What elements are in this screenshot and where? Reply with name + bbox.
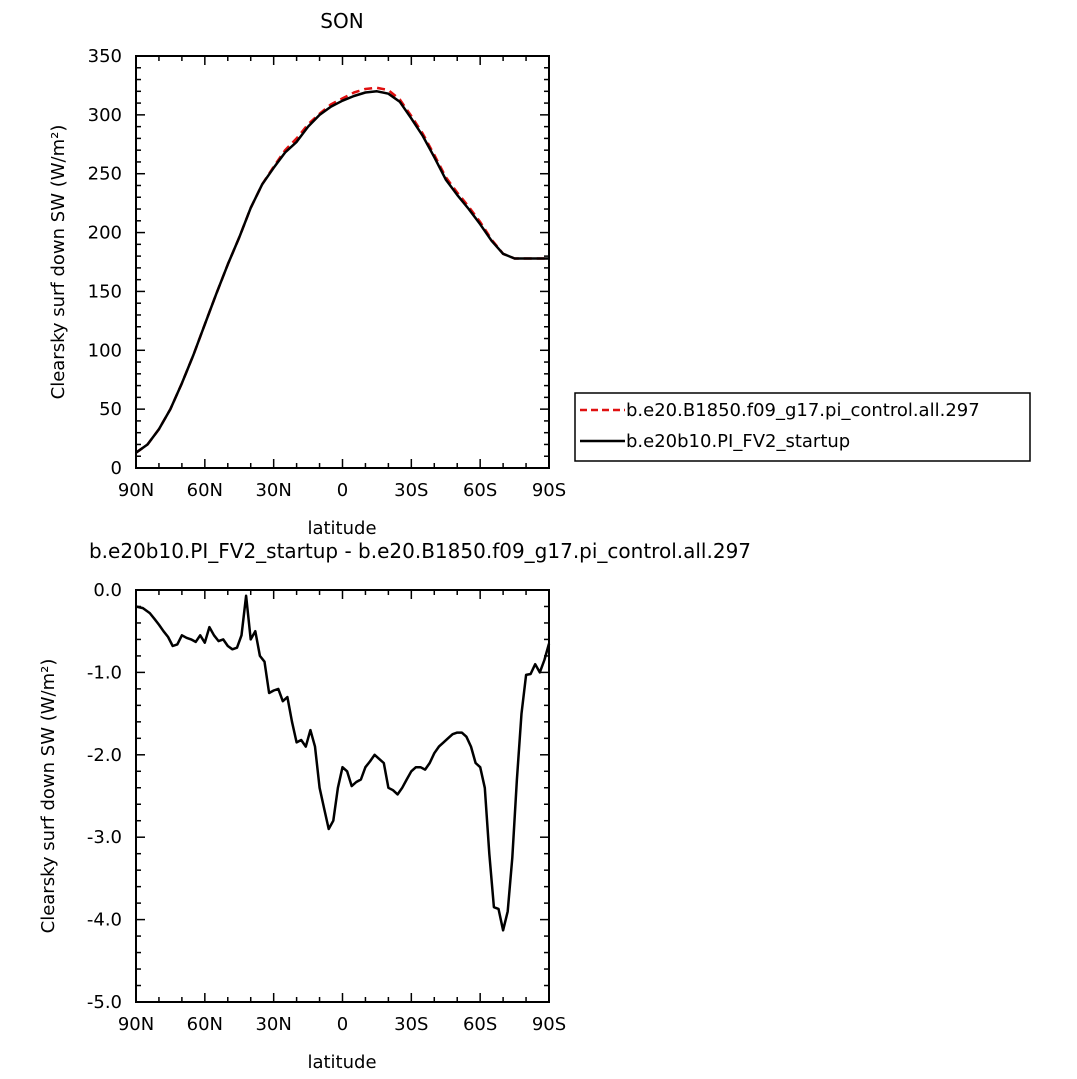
top-x-tick-label: 60S [463, 480, 497, 501]
top-y-tick-label: 100 [88, 340, 122, 361]
top-y-tick-label: 0 [111, 458, 122, 479]
legend-label-control: b.e20.B1850.f09_g17.pi_control.all.297 [626, 400, 980, 421]
legend-label-startup: b.e20b10.PI_FV2_startup [626, 431, 850, 452]
bottom-plot-frame [135, 589, 550, 1003]
bottom-y-tick-label: -4.0 [87, 910, 122, 931]
top-plot-frame [135, 55, 550, 469]
bottom-x-axis-label: latitude [307, 1052, 376, 1073]
bottom-x-tick-label: 30S [394, 1014, 428, 1035]
top-y-tick-label: 150 [88, 281, 122, 302]
top-series-line-0 [135, 86, 549, 454]
top-x-tick-label: 90N [118, 480, 154, 501]
top-y-tick-label: 250 [88, 164, 122, 185]
legend-box [574, 392, 1031, 462]
legend: b.e20.B1850.f09_g17.pi_control.all.297 b… [574, 392, 1031, 462]
top-x-tick-label: 30N [255, 480, 291, 501]
top-x-tick-label: 90S [532, 480, 566, 501]
bottom-series-line-0 [135, 594, 551, 932]
top-plot-area [135, 86, 549, 454]
top-x-axis-label: latitude [307, 518, 376, 539]
bottom-x-tick-label: 90N [118, 1014, 154, 1035]
top-y-axis-label: Clearsky surf down SW (W/m²) [48, 125, 69, 400]
top-y-tick-label: 350 [88, 46, 122, 67]
top-series-line-1 [135, 90, 549, 454]
top-axes: 90N 60N 30N 0 30S 60S 90S 0 50 100 150 200 250 300 350 [88, 46, 567, 501]
top-x-tick-label: 0 [337, 480, 348, 501]
bottom-x-tick-label: 60S [463, 1014, 497, 1035]
top-y-tick-label: 50 [99, 399, 122, 420]
bottom-y-tick-label: -2.0 [87, 745, 122, 766]
bottom-x-tick-label: 90S [532, 1014, 566, 1035]
bottom-y-tick-label: -3.0 [87, 827, 122, 848]
bottom-x-tick-label: 30N [255, 1014, 291, 1035]
bottom-y-tick-label: -1.0 [87, 662, 122, 683]
bottom-axes: 90N 60N 30N 0 30S 60S 90S -5.0 -4.0 -3.0 -2.0 -1.0 0… [87, 580, 566, 1035]
top-x-tick-label: 30S [394, 480, 428, 501]
top-chart-title: SON [320, 9, 363, 33]
bottom-x-tick-label: 60N [187, 1014, 223, 1035]
bottom-plot-area [135, 594, 551, 932]
bottom-y-tick-label: 0.0 [93, 580, 122, 601]
bottom-panel: b.e20b10.PI_FV2_startup - b.e20.B1850.f0… [38, 539, 751, 1073]
bottom-y-tick-label: -5.0 [87, 992, 122, 1013]
top-y-tick-label: 300 [88, 105, 122, 126]
bottom-chart-title: b.e20b10.PI_FV2_startup - b.e20.B1850.f0… [89, 539, 751, 563]
top-panel: SON 90N 60N 30N 0 30S 60S 90S 0 50 100 150 200 250 30… [48, 9, 566, 539]
top-x-tick-label: 60N [187, 480, 223, 501]
bottom-y-axis-label: Clearsky surf down SW (W/m²) [38, 659, 59, 934]
bottom-x-tick-label: 0 [337, 1014, 348, 1035]
top-y-tick-label: 200 [88, 223, 122, 244]
